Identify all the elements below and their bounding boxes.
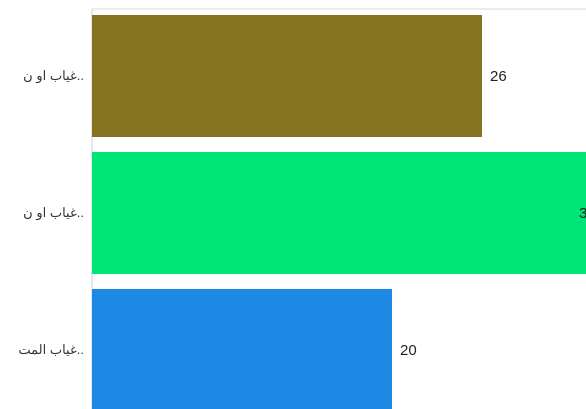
bar-1[interactable]	[92, 15, 482, 137]
value-label-2: 3	[579, 205, 586, 222]
bars-layer	[92, 15, 586, 409]
category-label-2: غياب او ن..	[23, 205, 84, 221]
value-label-1: 26	[490, 68, 507, 85]
category-label-3: غياب المت..	[18, 342, 84, 357]
value-label-3: 20	[400, 342, 417, 359]
labels-layer: غياب او ن.. 26 غياب او ن.. 3 غياب المت.. 20	[18, 68, 586, 359]
category-label-1: غياب او ن..	[23, 68, 84, 84]
bar-3[interactable]	[92, 289, 392, 409]
bar-2[interactable]	[92, 152, 586, 274]
